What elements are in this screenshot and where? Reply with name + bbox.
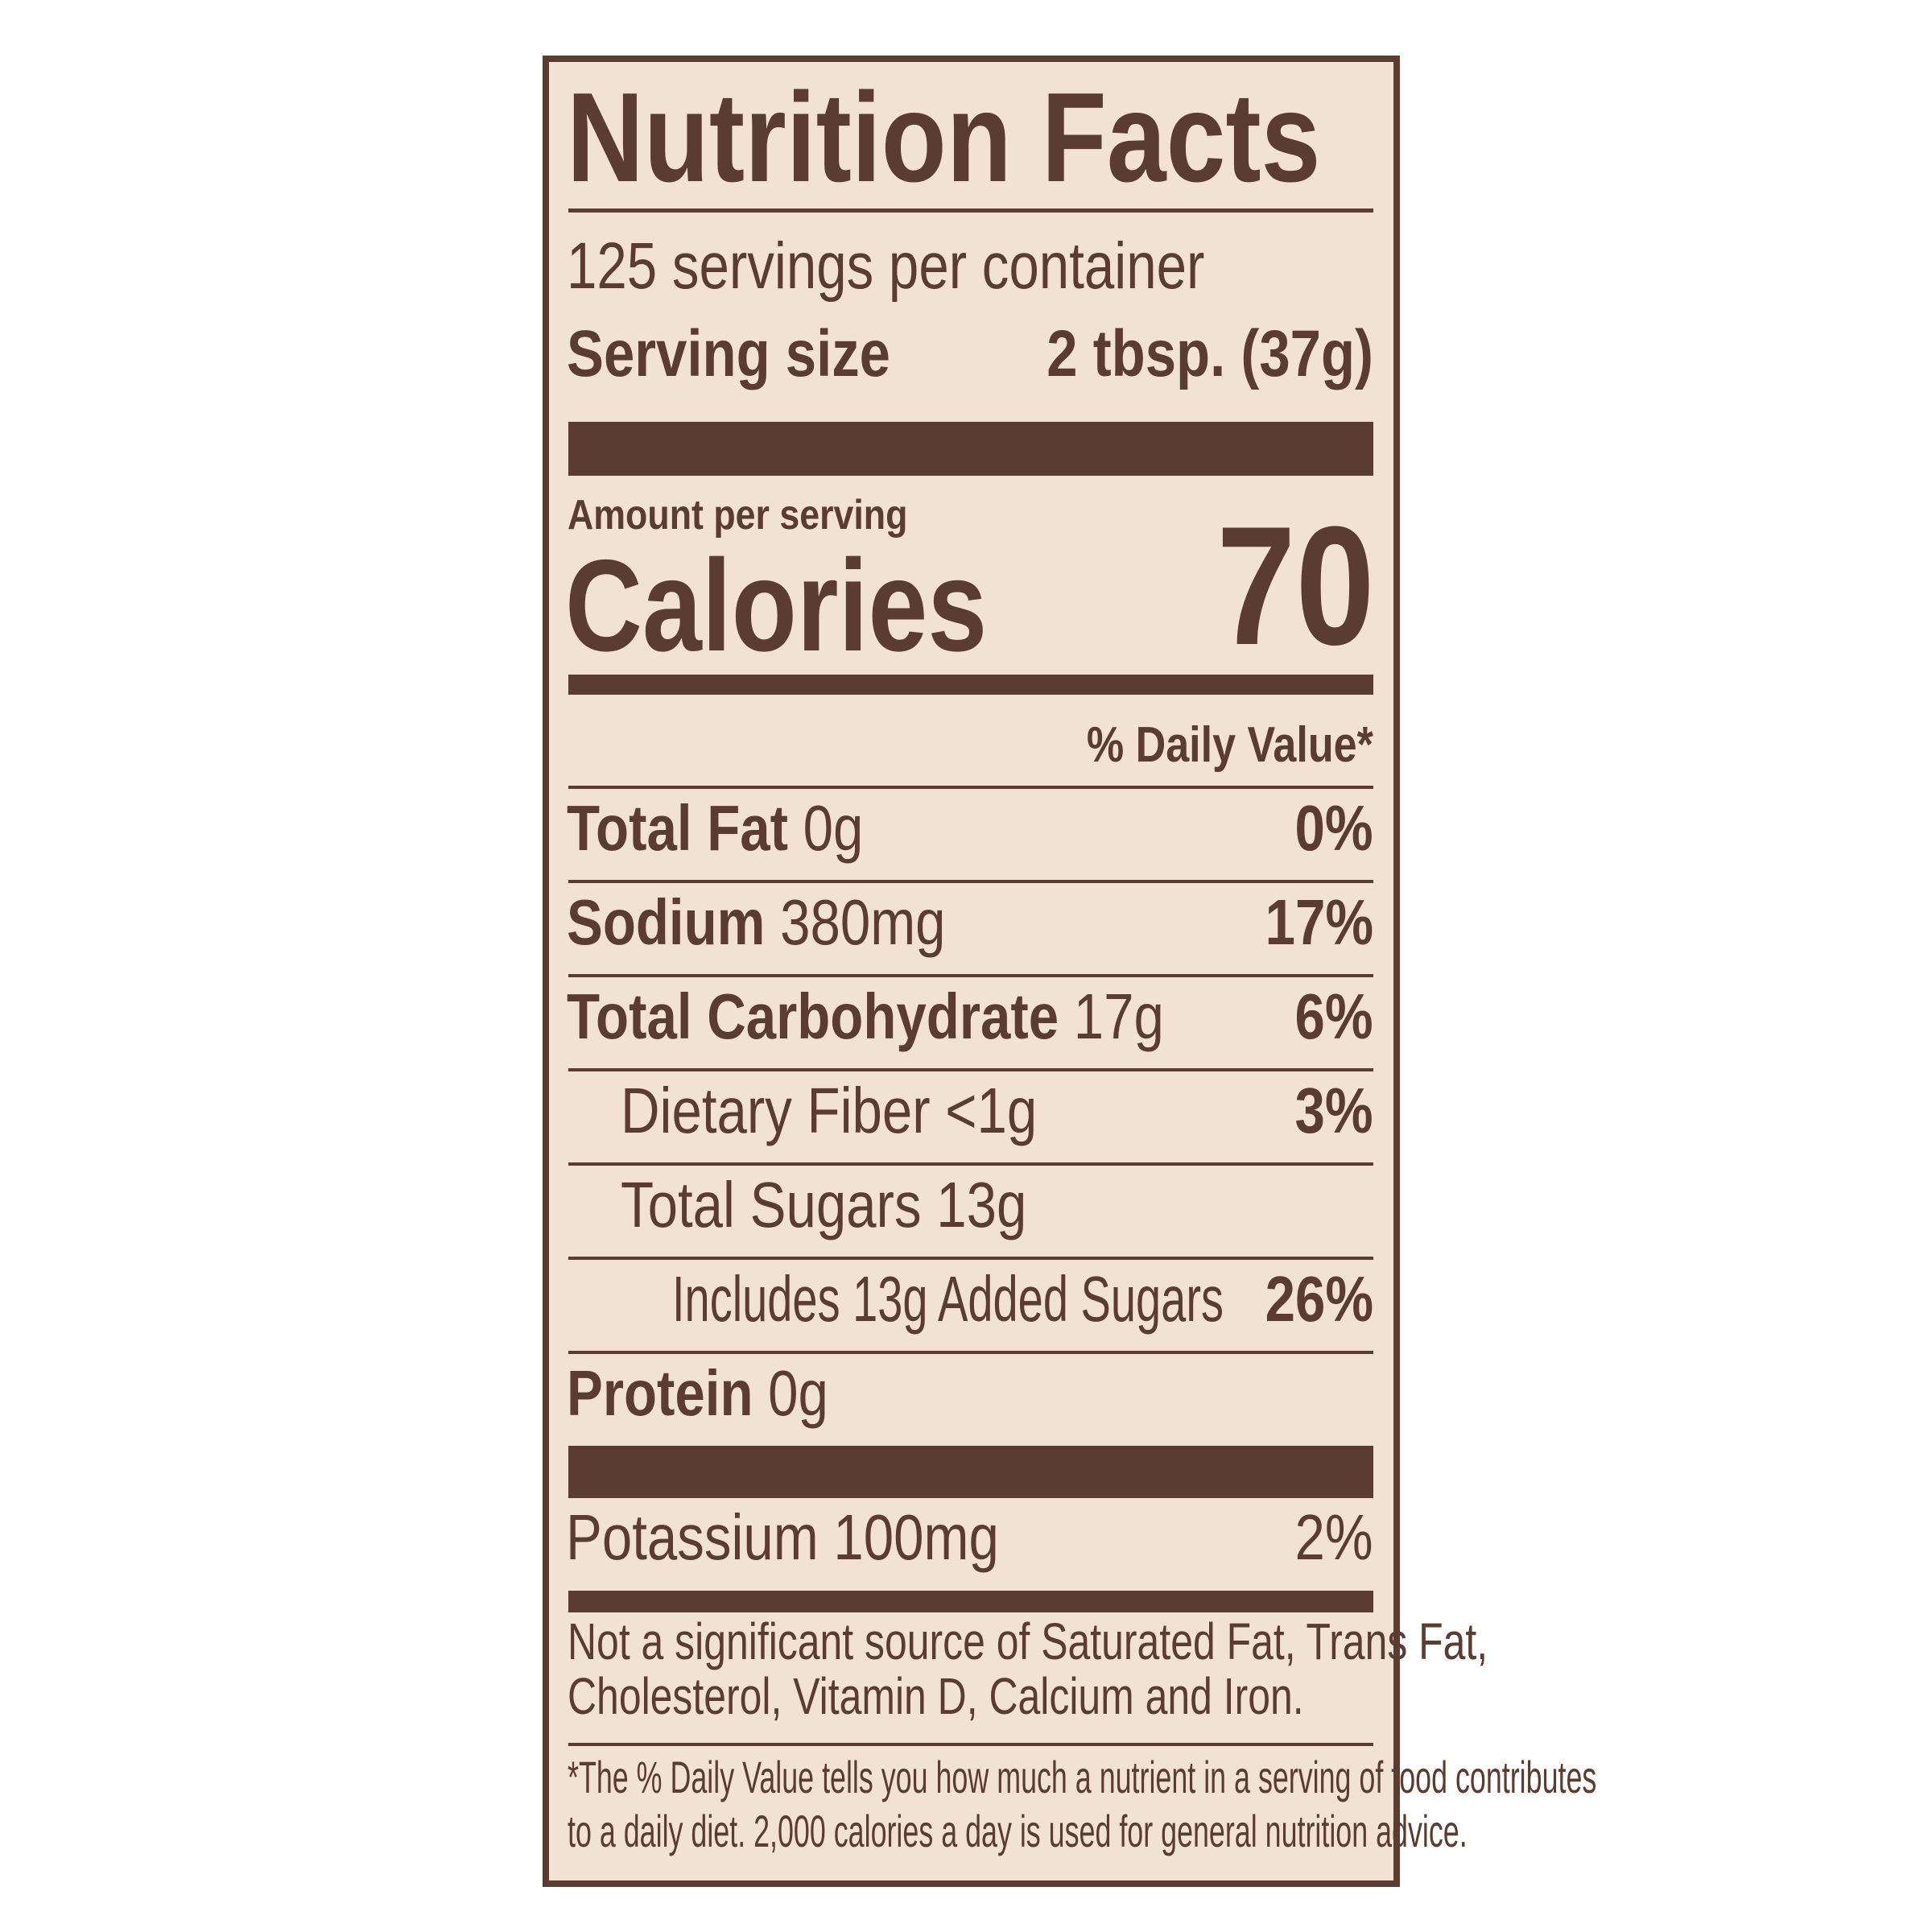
nutrient-row-total-fat: Total Fat 0g [567,796,863,861]
not-significant-line-2: Cholesterol, Vitamin D, Calcium and Iron… [568,1667,1304,1725]
daily-value-header: % Daily Value* [1086,717,1373,773]
divider [568,786,1373,789]
thick-bar [568,1446,1373,1498]
nutrient-dv: 17% [1265,886,1373,958]
footnote-line-2: to a daily diet. 2,000 calories a day is… [568,1806,1468,1856]
nutrient-row-total-sugars: Total Sugars 13g [621,1173,1026,1237]
nutrient-amount: 0g [768,1357,828,1429]
divider [568,1068,1373,1071]
divider [568,1162,1373,1166]
nutrient-name: Dietary Fiber [621,1075,931,1146]
serving-size-label: Serving size [567,317,890,390]
calories-value: 70 [1216,491,1375,680]
nutrient-dv: 3% [1294,1075,1373,1146]
divider [568,974,1373,977]
not-significant-line-1: Not a significant source of Saturated Fa… [568,1612,1488,1670]
thick-bar [568,422,1373,476]
nutrient-dv: 26% [1265,1263,1373,1335]
nutrient-name: Total Sugars [621,1169,922,1241]
serving-size-value: 2 tbsp. (37g) [1046,317,1373,390]
medium-bar [568,675,1373,695]
divider [568,1257,1373,1260]
title: Nutrition Facts [567,67,1321,208]
nutrient-name: Total Fat [567,792,789,864]
nutrient-row-total-carbohydrate: Total Carbohydrate 17g [567,985,1164,1049]
nutrient-amount: <1g [945,1075,1038,1146]
divider [568,1351,1373,1354]
potassium-label: Potassium 100mg [566,1501,999,1573]
divider [568,208,1373,213]
amount-per-serving: Amount per serving [568,492,908,539]
nutrient-row-protein: Protein 0g [567,1361,828,1426]
nutrient-name: Total Carbohydrate [567,980,1059,1052]
nutrition-facts-panel [543,56,1400,1887]
divider [568,880,1373,883]
nutrient-amount: 13g [936,1169,1027,1241]
nutrient-dv: 0% [1294,792,1373,864]
servings-per-container: 125 servings per container [567,229,1205,303]
nutrient-amount: 0g [803,792,864,864]
calories-label: Calories [565,533,988,679]
nutrient-name: Protein [567,1357,753,1429]
footnote-line-1: *The % Daily Value tells you how much a … [568,1752,1597,1802]
potassium-dv: 2% [1294,1501,1373,1573]
nutrient-row-added-sugars: Includes 13g Added Sugars [672,1263,1224,1335]
nutrient-dv: 6% [1294,980,1373,1052]
nutrient-name: Sodium [567,886,766,958]
nutrient-row-dietary-fiber: Dietary Fiber <1g [621,1079,1037,1143]
medium-bar [568,1591,1373,1612]
nutrient-amount: 380mg [780,886,946,958]
nutrient-amount: 17g [1073,980,1164,1052]
nutrient-row-sodium: Sodium 380mg [567,890,946,955]
divider [568,1743,1373,1746]
